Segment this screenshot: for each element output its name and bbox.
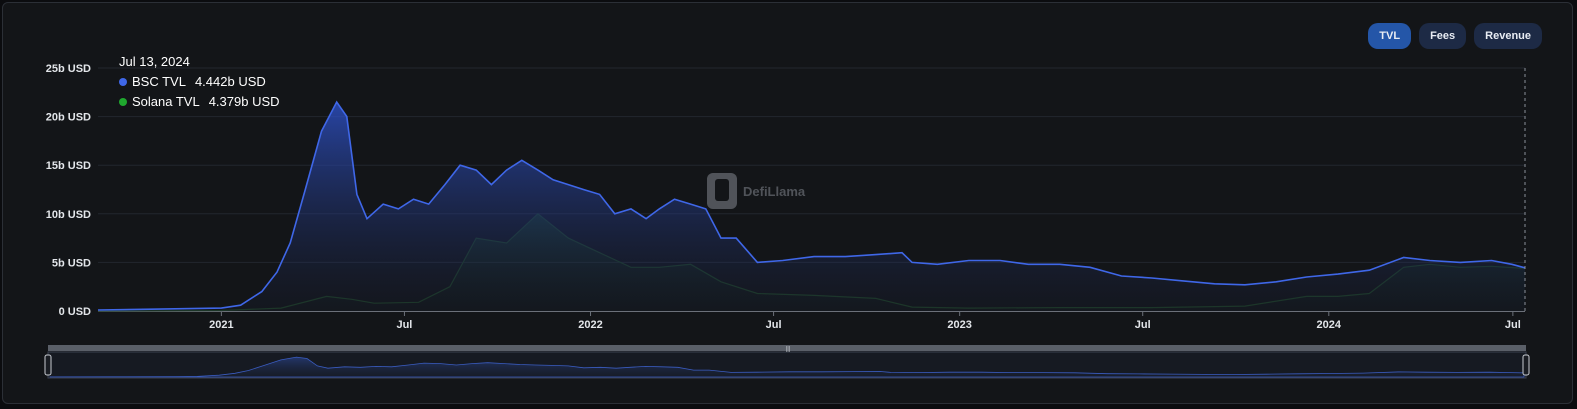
y-tick-label: 0 USD bbox=[59, 306, 91, 318]
tooltip-bsc-value: 4.442b USD bbox=[194, 74, 266, 89]
x-tick-label: Jul bbox=[1505, 319, 1521, 331]
tvl-button[interactable]: TVL bbox=[1368, 23, 1412, 49]
zoom-navigator-handle-bar[interactable] bbox=[48, 345, 1526, 351]
tooltip-row-bsc: BSC TVL 4.442b USD bbox=[119, 72, 280, 92]
x-tick-label: Jul bbox=[1135, 319, 1151, 331]
revenue-button[interactable]: Revenue bbox=[1474, 23, 1542, 49]
y-tick-label: 5b USD bbox=[52, 257, 91, 269]
bsc-legend-dot bbox=[119, 78, 127, 86]
metric-toggle-group: TVL Fees Revenue bbox=[1368, 23, 1542, 49]
defillama-watermark: DefiLlama bbox=[707, 173, 805, 209]
fees-button[interactable]: Fees bbox=[1419, 23, 1467, 49]
x-tick-label: 2021 bbox=[209, 319, 233, 331]
tooltip-solana-value: 4.379b USD bbox=[208, 94, 280, 109]
watermark-text: DefiLlama bbox=[743, 183, 806, 199]
tooltip-bsc-name: BSC TVL bbox=[132, 74, 186, 89]
zoom-navigator-preview bbox=[49, 356, 1525, 378]
bsc-tvl-area bbox=[98, 102, 1525, 311]
x-tick-label: 2023 bbox=[947, 319, 971, 331]
defillama-logo-icon bbox=[707, 173, 737, 209]
y-tick-label: 20b USD bbox=[46, 112, 91, 124]
zoom-handle-right[interactable] bbox=[1522, 354, 1530, 376]
x-tick-label: 2024 bbox=[1317, 319, 1342, 331]
zoom-grip-icon: ||| bbox=[786, 347, 791, 353]
y-tick-label: 15b USD bbox=[46, 160, 91, 172]
bsc-tvl-line bbox=[97, 100, 1526, 311]
tooltip-date: Jul 13, 2024 bbox=[119, 54, 190, 69]
x-tick-label: Jul bbox=[766, 319, 782, 331]
chart-tooltip: Jul 13, 2024 BSC TVL 4.442b USD Solana T… bbox=[119, 52, 280, 112]
x-tick-label: 2022 bbox=[578, 319, 602, 331]
zoom-handle-left[interactable] bbox=[44, 354, 52, 376]
y-tick-label: 25b USD bbox=[46, 63, 91, 75]
solana-legend-dot bbox=[119, 98, 127, 106]
tooltip-row-solana: Solana TVL 4.379b USD bbox=[119, 92, 280, 112]
tooltip-solana-name: Solana TVL bbox=[132, 94, 200, 109]
x-tick-label: Jul bbox=[396, 319, 412, 331]
chart-panel: TVL Fees Revenue bbox=[2, 2, 1573, 404]
y-tick-label: 10b USD bbox=[46, 209, 91, 221]
